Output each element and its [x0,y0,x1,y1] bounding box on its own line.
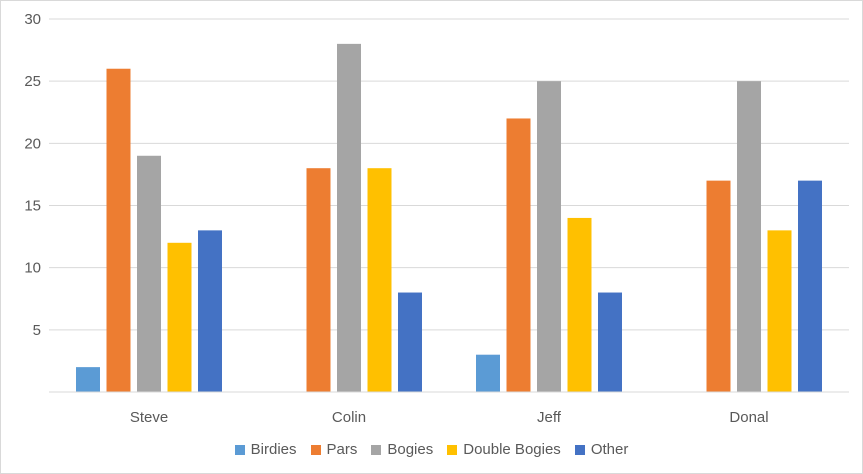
legend-swatch [234,444,245,455]
bar-birdies-jeff [476,354,500,392]
legend-label: Birdies [250,441,297,458]
bar-double-bogies-donal [767,230,792,392]
legend-item: Other [574,441,629,458]
legend-label: Bogies [387,441,434,458]
bars [76,43,822,393]
bar-other-steve [198,230,222,392]
bar-bogies-jeff [537,81,561,393]
y-tick-label: 15 [24,198,41,215]
bar-other-donal [798,180,822,392]
legend-item: Bogies [371,441,433,458]
bar-pars-jeff [506,118,531,392]
legend-swatch [310,444,321,455]
y-tick-label: 30 [24,11,41,28]
x-category-label: Jeff [537,409,562,426]
legend: Birdies Pars Bogies Double Bogies Other [1,441,862,458]
bar-pars-donal [706,180,731,392]
legend-swatch [574,444,585,455]
axes: 5 10 15 20 25 30 Steve Colin Jeff Donal [24,11,849,426]
legend-item: Pars [310,441,358,458]
y-tick-label: 10 [24,260,41,277]
legend-item: Birdies [234,441,297,458]
bar-bogies-donal [737,81,761,393]
legend-item: Double Bogies [447,441,561,458]
bar-birdies-steve [76,367,100,392]
legend-swatch [371,444,382,455]
bar-bogies-steve [137,155,161,392]
bar-bogies-colin [337,43,361,392]
legend-label: Pars [326,441,358,458]
legend-swatch [447,444,458,455]
y-tick-label: 20 [24,135,41,152]
bar-pars-colin [306,168,331,392]
bar-double-bogies-steve [167,242,192,392]
y-tick-label: 5 [33,322,41,339]
y-tick-label: 25 [24,73,41,90]
legend-label: Double Bogies [463,441,561,458]
bar-other-jeff [598,292,622,392]
bar-pars-steve [106,68,131,392]
legend-label: Other [590,441,629,458]
bar-chart: 5 10 15 20 25 30 Steve Colin Jeff Donal [24,11,849,426]
x-category-label: Donal [729,409,768,426]
x-category-label: Colin [332,409,366,426]
bar-double-bogies-colin [367,168,392,392]
x-category-label: Steve [130,409,168,426]
bar-other-colin [398,292,422,392]
bar-double-bogies-jeff [567,217,592,392]
